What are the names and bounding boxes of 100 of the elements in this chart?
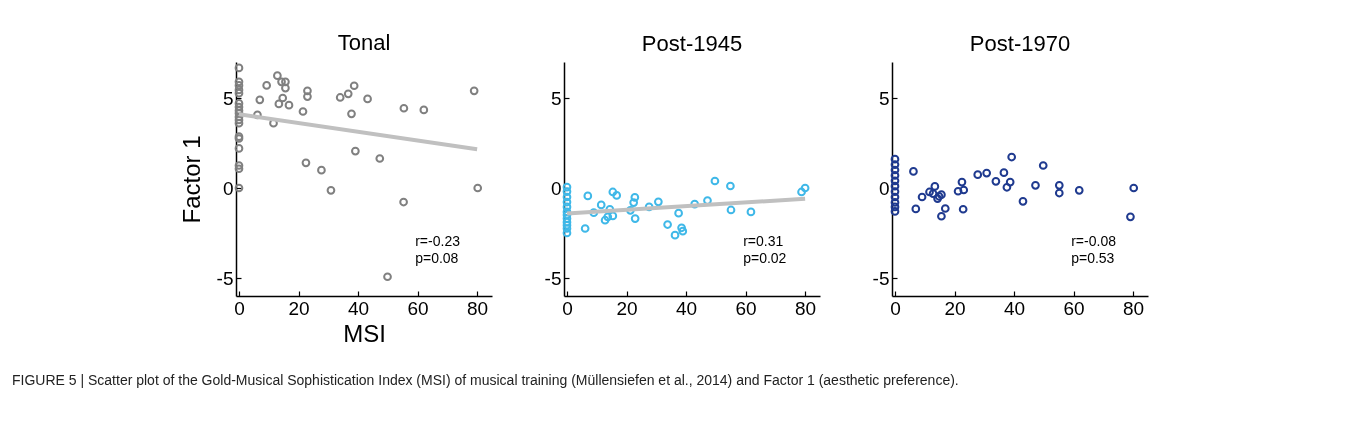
point [973,170,983,180]
point [626,205,635,215]
point [999,168,1009,178]
x-tick-label: 20 [944,297,966,319]
point [890,207,900,216]
point [347,109,356,119]
annotation: p=0.53 [1071,250,1115,267]
point [298,107,308,116]
point [562,182,572,192]
y-tick-label: 0 [550,177,562,199]
point [1038,161,1048,170]
point [363,94,372,104]
y-axis-title: Factor 1 [177,135,205,224]
point [562,228,572,238]
point [677,223,686,233]
point [670,230,680,240]
point [928,189,938,198]
point [890,171,900,180]
point [589,208,599,218]
point [383,272,392,282]
point [909,167,918,176]
point [234,183,244,193]
point [1129,183,1139,193]
point [917,192,927,202]
point [925,187,934,197]
point [1007,152,1017,162]
x-tick-label: 60 [407,297,429,319]
x-tick-label: 40 [675,297,698,319]
chart-title: Tonal [337,29,391,55]
point [953,186,963,196]
x-tick-label: 20 [616,297,638,319]
point [958,204,968,214]
point [234,144,244,153]
point [890,154,900,164]
y-tick-label: 5 [222,87,234,109]
point [746,207,756,217]
point [596,200,606,210]
x-tick-label: 60 [1063,297,1085,319]
chart-title: Post-1970 [969,31,1071,56]
point [982,168,992,178]
x-tick-label: 80 [467,297,489,319]
point [644,202,654,212]
point [301,158,311,168]
point [957,177,967,187]
y-tick-label: 5 [878,87,890,109]
point [399,197,408,207]
point [326,185,336,195]
point [277,77,286,87]
point [890,165,900,175]
annotation: r=-0.08 [1071,233,1117,250]
point [654,197,663,207]
point [797,187,806,197]
point [349,81,359,91]
point [678,226,688,236]
point [930,182,940,191]
point [1074,185,1084,195]
y-tick-label: 0 [222,177,234,199]
x-tick-label: 80 [1123,297,1145,319]
point [473,183,483,193]
point [726,205,736,215]
point [343,89,353,99]
point [351,146,360,156]
y-tick-label: -5 [872,267,890,289]
point [562,224,572,233]
point [1002,182,1012,192]
point [234,161,244,170]
point [469,86,479,96]
point [890,176,900,186]
point [281,77,290,87]
point [890,181,900,191]
point [890,160,900,169]
point [562,187,572,196]
point [890,192,900,202]
point [234,77,244,87]
point [674,208,683,218]
point [580,224,590,233]
x-tick-label: 60 [735,297,757,319]
point [608,187,618,197]
point [317,165,326,175]
point [562,192,572,202]
point [630,214,640,223]
point [710,176,720,186]
point [234,164,244,174]
point [278,93,288,103]
x-tick-label: 80 [795,297,817,319]
point [284,100,294,110]
point [630,193,640,202]
point [1126,212,1135,222]
x-tick-label: 40 [347,297,370,319]
x-tick-label: 40 [1003,297,1026,319]
point [234,63,244,73]
point [583,191,593,201]
point [255,95,265,105]
annotation: p=0.08 [415,250,459,267]
point [281,83,290,93]
point [234,81,244,90]
point [629,198,639,207]
point [800,183,810,193]
point [303,92,312,101]
point [940,204,950,213]
